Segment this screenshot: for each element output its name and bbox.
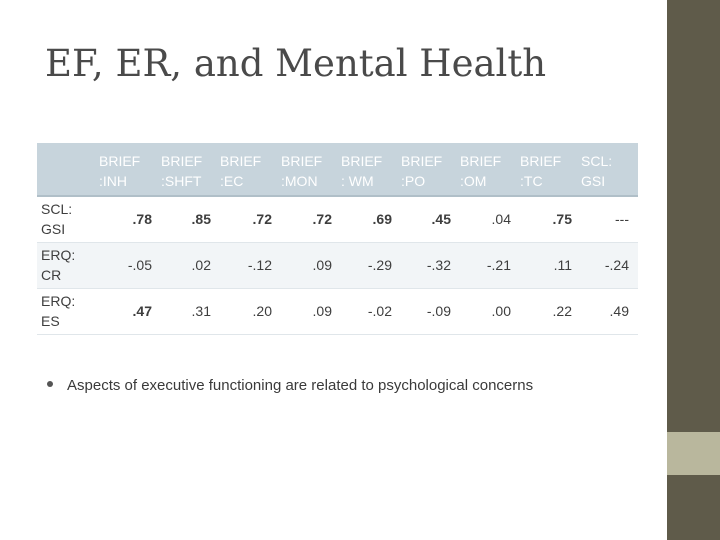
table-cell: -.05 [99,242,161,289]
table-cell: .78 [99,195,161,243]
header-line: :MON [281,173,318,189]
row-label-line: GSI [41,221,66,238]
table-header-cell: BRIEF : WM [341,143,401,196]
table-cell: -.32 [401,242,460,289]
bullet-dot-icon [47,381,53,388]
table-cell: .09 [281,288,341,335]
header-line: :TC [520,173,543,189]
table-header-cell: BRIEF :TC [520,143,581,196]
header-line: BRIEF [401,153,443,169]
table-cell: --- [581,195,638,243]
header-line: BRIEF [341,153,383,169]
row-label-line: ES [41,313,60,329]
header-line: :PO [401,173,426,189]
table-cell: .00 [460,288,520,335]
table-cell: .04 [460,195,520,243]
table-header-cell [37,143,99,196]
table-cell: .31 [161,288,220,335]
row-label: ERQ: ES [37,288,99,335]
header-line: BRIEF [220,153,262,169]
side-strip [659,0,667,540]
table-cell: .72 [281,195,341,243]
header-line: BRIEF [281,153,323,169]
bullet-item: Aspects of executive functioning are rel… [47,377,667,394]
table-cell: -.12 [220,242,281,289]
table-row: SCL: GSI .78.85.72.72.69.45.04.75 --- [37,195,638,243]
table-header-row: BRIEF:INH BRIEF:SHFT BRIEF:EC BRIEF:MON … [37,143,638,196]
table-cell: .72 [220,195,281,243]
table-cell: .85 [161,195,220,243]
table-header-cell: BRIEF :SHFT [161,143,220,196]
row-label: ERQ: CR [37,242,99,289]
table-cell: .09 [281,242,341,289]
header-line: :SHFT [161,173,202,189]
correlation-table: BRIEF:INH BRIEF:SHFT BRIEF:EC BRIEF:MON … [37,143,638,335]
table-cell: -.09 [401,288,460,335]
table-cell: .11 [520,242,581,289]
table-cell: -.02 [341,288,401,335]
table-body: SCL: GSI .78.85.72.72.69.45.04.75 --- ERQ: CR… [37,195,638,335]
table-cell: .75 [520,195,581,243]
header-line: BRIEF [520,153,562,169]
header-line: BRIEF [460,153,502,169]
header-line: BRIEF [99,153,141,169]
row-label-line: ERQ: [41,247,76,263]
table-cell: .49 [581,288,638,335]
table-row: ERQ: CR -.05.02 -.12.09 -.29 -.32 -.21.11 -.24 [37,242,638,289]
table-header-cell: SCL: GSI [581,143,638,196]
table-header-cell: BRIEF :MON [281,143,341,196]
table-cell: -.29 [341,242,401,289]
header-line: SCL: [581,153,613,169]
bullet-text: Aspects of executive functioning are rel… [67,377,534,394]
table-cell: .02 [161,242,220,289]
header-line: GSI [581,173,606,189]
table-row: ERQ: ES .47.31.20.09 -.02 -.09.00.22.49 [37,288,638,335]
table-header-cell: BRIEF :PO [401,143,460,196]
header-line: BRIEF [161,153,203,169]
header-line: : WM [341,173,374,189]
table-cell: .69 [341,195,401,243]
header-line: :OM [460,173,487,189]
row-label: SCL: GSI [37,195,99,243]
table-cell: .45 [401,195,460,243]
row-label-line: CR [41,267,62,283]
table-cell: -.21 [460,242,520,289]
side-accent-block [667,432,720,475]
table-cell: .20 [220,288,281,335]
table-header-cell: BRIEF :OM [460,143,520,196]
slide-title: EF, ER, and Mental Health [45,42,547,85]
header-line: :EC [220,173,244,189]
table-cell: .47 [99,288,161,335]
header-line: :INH [99,173,127,189]
table-cell: .22 [520,288,581,335]
row-label-line: SCL: [41,201,73,218]
table-cell: -.24 [581,242,638,289]
table-header-cell: BRIEF :EC [220,143,281,196]
table-header-cell: BRIEF :INH [99,143,161,196]
row-label-line: ERQ: [41,293,76,309]
